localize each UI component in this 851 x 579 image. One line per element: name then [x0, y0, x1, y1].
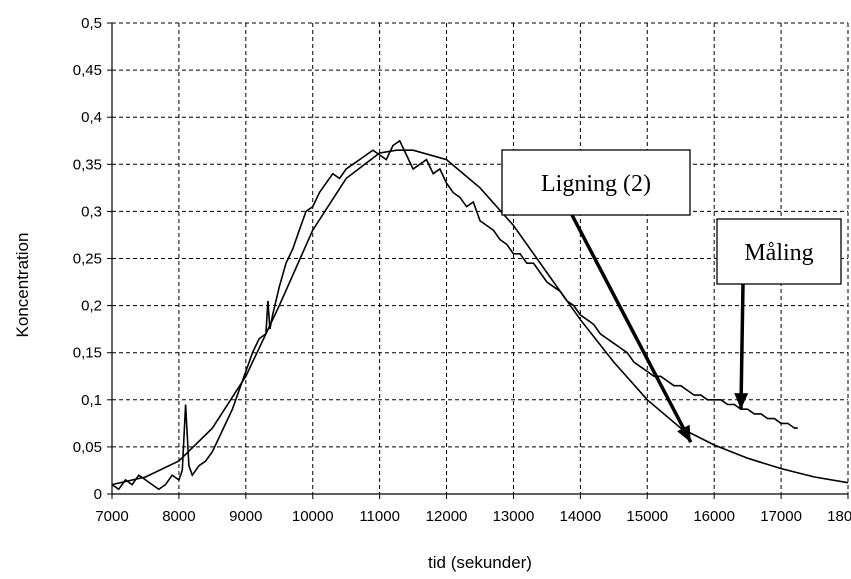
annotation-callout: Ligning (2)	[501, 149, 693, 444]
y-tick-label: 0,15	[73, 345, 102, 362]
annotation-callout: Måling	[716, 218, 842, 410]
x-tick-label: 17000	[760, 508, 802, 525]
annotation-label: Ligning (2)	[541, 171, 651, 197]
y-tick-label: 0	[94, 486, 102, 503]
x-tick-label: 12000	[426, 508, 468, 525]
y-tick-label: 0,2	[81, 298, 102, 315]
x-tick-label: 13000	[493, 508, 535, 525]
y-tick-label: 0,25	[73, 251, 102, 268]
annotation-arrow	[739, 283, 745, 410]
y-tick-label: 0,4	[81, 109, 102, 126]
x-axis-title: tid (sekunder)	[428, 553, 532, 572]
annotations: Ligning (2) Måling	[501, 149, 842, 444]
x-tick-label: 7000	[95, 508, 128, 525]
y-axis-title: Koncentration	[13, 233, 32, 338]
y-tick-label: 0,1	[81, 392, 102, 409]
annotation-arrow	[570, 214, 693, 444]
axes	[107, 22, 849, 499]
annotation-arrowhead	[734, 393, 749, 410]
x-tick-label: 9000	[229, 508, 262, 525]
y-tick-label: 0,45	[73, 62, 102, 79]
x-tick-label: 10000	[292, 508, 334, 525]
grid	[112, 22, 849, 494]
annotation-box	[716, 218, 842, 285]
annotation-box	[501, 149, 691, 216]
y-tick-label: 0,35	[73, 156, 102, 173]
series-line-maaling	[111, 139, 798, 491]
series-group	[111, 139, 849, 491]
y-tick-label: 0,3	[81, 203, 102, 220]
annotation-label: Måling	[744, 240, 813, 266]
x-tick-label: 11000	[359, 508, 400, 525]
annotation-arrowhead	[677, 424, 691, 443]
x-tick-label: 15000	[626, 508, 668, 525]
series-line-ligning-2	[111, 149, 849, 486]
x-tick-label: 14000	[560, 508, 602, 525]
x-tick-label: 16000	[693, 508, 735, 525]
y-tick-label: 0,5	[81, 15, 102, 32]
x-tick-label: 8000	[162, 508, 195, 525]
y-tick-label: 0,05	[73, 439, 102, 456]
y-tick-labels: 0 0,05 0,1 0,15 0,2 0,25 0,3 0,35 0,4 0,45 0,5	[73, 15, 102, 503]
x-tick-labels: 7000 8000 9000 10000 11000 12000 13000 14000 150…	[95, 508, 851, 525]
